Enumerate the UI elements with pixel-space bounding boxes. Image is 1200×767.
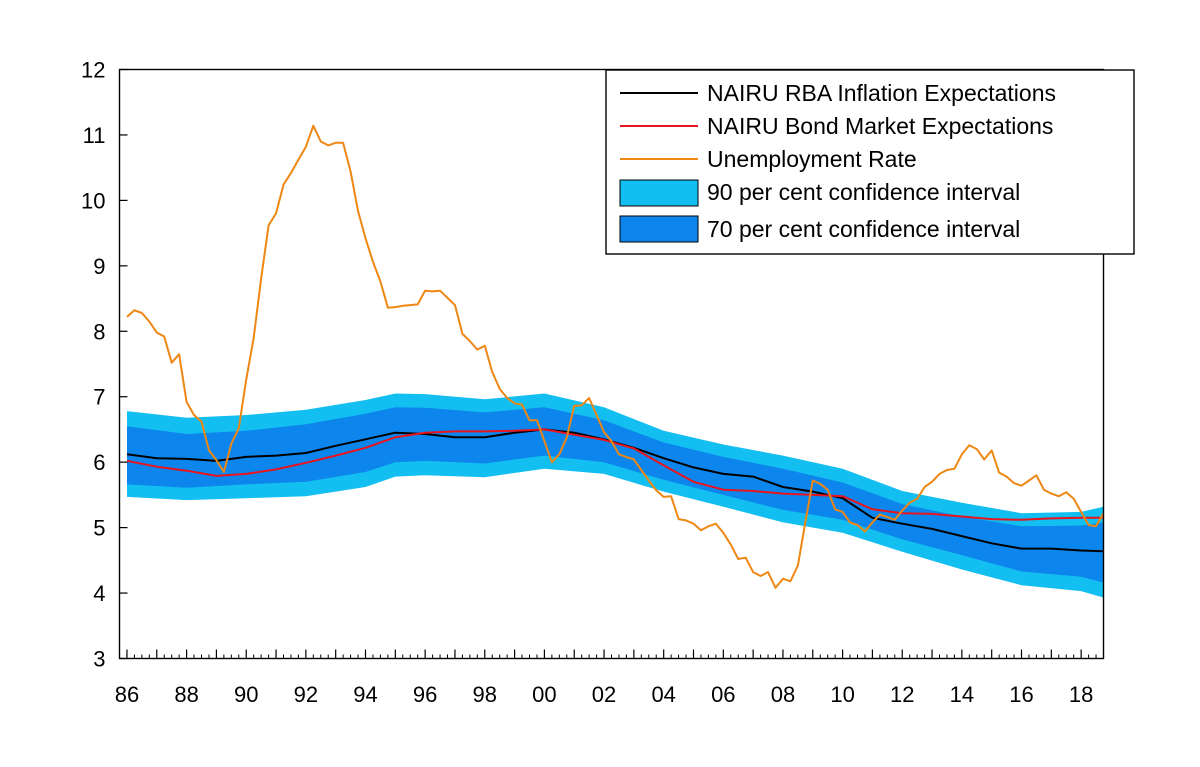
y-tick-label: 5	[93, 516, 105, 541]
x-tick-label: 18	[1069, 682, 1093, 707]
legend-label-rba: NAIRU RBA Inflation Expectations	[707, 80, 1056, 106]
series-line-unemployment-rate	[126, 124, 1105, 589]
confidence-bands	[127, 393, 1104, 598]
legend-label-unemployment: Unemployment Rate	[707, 146, 917, 172]
x-tick-label: 12	[890, 682, 914, 707]
legend-label-ci70: 70 per cent confidence interval	[707, 216, 1020, 242]
band-ci70	[127, 407, 1104, 583]
y-tick-label: 6	[93, 450, 105, 475]
x-tick-label: 88	[174, 682, 198, 707]
x-tick-label: 06	[711, 682, 735, 707]
y-tick-label: 11	[83, 123, 106, 148]
x-tick-label: 92	[294, 682, 318, 707]
x-tick-label: 94	[353, 682, 377, 707]
y-tick-label: 7	[93, 385, 105, 410]
band-ci90	[127, 393, 1104, 598]
x-tick-label: 98	[473, 682, 497, 707]
x-tick-label: 08	[771, 682, 795, 707]
series-lines	[126, 124, 1105, 589]
x-tick-label: 00	[532, 682, 556, 707]
y-tick-label: 10	[81, 188, 105, 213]
x-tick-label: 02	[592, 682, 616, 707]
y-tick-label: 12	[81, 58, 105, 83]
legend-label-bond: NAIRU Bond Market Expectations	[707, 113, 1053, 139]
y-axis: 3 4 5 6 7 8 9 10 11 12	[81, 58, 128, 672]
legend-swatch-ci70	[619, 215, 699, 243]
x-tick-label: 10	[830, 682, 854, 707]
legend-label-ci90: 90 per cent confidence interval	[707, 179, 1020, 205]
x-axis: 86 88 90 92 94 96 98 00 02 04 06 08 10 12 14 16 18	[115, 649, 1104, 707]
y-tick-label: 8	[93, 319, 105, 344]
series-line-bond-market	[126, 428, 1104, 521]
x-tick-label: 14	[950, 682, 974, 707]
x-tick-label: 90	[234, 682, 258, 707]
legend-swatch-ci90	[619, 179, 699, 207]
y-tick-label: 9	[93, 254, 105, 279]
x-tick-label: 16	[1009, 682, 1033, 707]
x-tick-label: 86	[115, 682, 139, 707]
x-tick-label: 04	[651, 682, 675, 707]
y-tick-label: 3	[93, 647, 105, 672]
x-tick-label: 96	[413, 682, 437, 707]
legend: NAIRU RBA Inflation Expectations NAIRU B…	[605, 69, 1135, 255]
y-tick-label: 4	[93, 581, 105, 606]
